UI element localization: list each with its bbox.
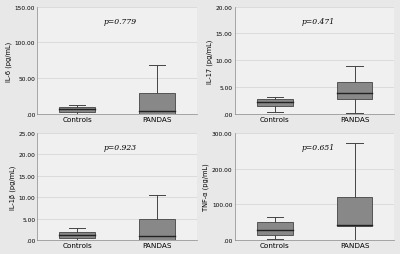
Text: p=0.471: p=0.471 xyxy=(301,18,334,26)
Text: p=0.651: p=0.651 xyxy=(301,144,334,152)
Y-axis label: IL-6 (pg/mL): IL-6 (pg/mL) xyxy=(6,41,12,81)
Y-axis label: IL-17 (pg/mL): IL-17 (pg/mL) xyxy=(206,39,213,83)
Bar xyxy=(336,198,372,226)
Y-axis label: IL-1β (pg/mL): IL-1β (pg/mL) xyxy=(9,165,16,209)
Text: p=0.923: p=0.923 xyxy=(104,144,137,152)
Bar xyxy=(336,83,372,100)
Bar xyxy=(257,223,293,235)
Y-axis label: TNF-α (pg/mL): TNF-α (pg/mL) xyxy=(203,163,209,211)
Bar xyxy=(257,100,293,107)
Text: p=0.779: p=0.779 xyxy=(104,18,137,26)
Bar xyxy=(59,232,95,238)
Bar xyxy=(139,219,175,241)
Bar xyxy=(139,93,175,115)
Bar xyxy=(59,108,95,113)
